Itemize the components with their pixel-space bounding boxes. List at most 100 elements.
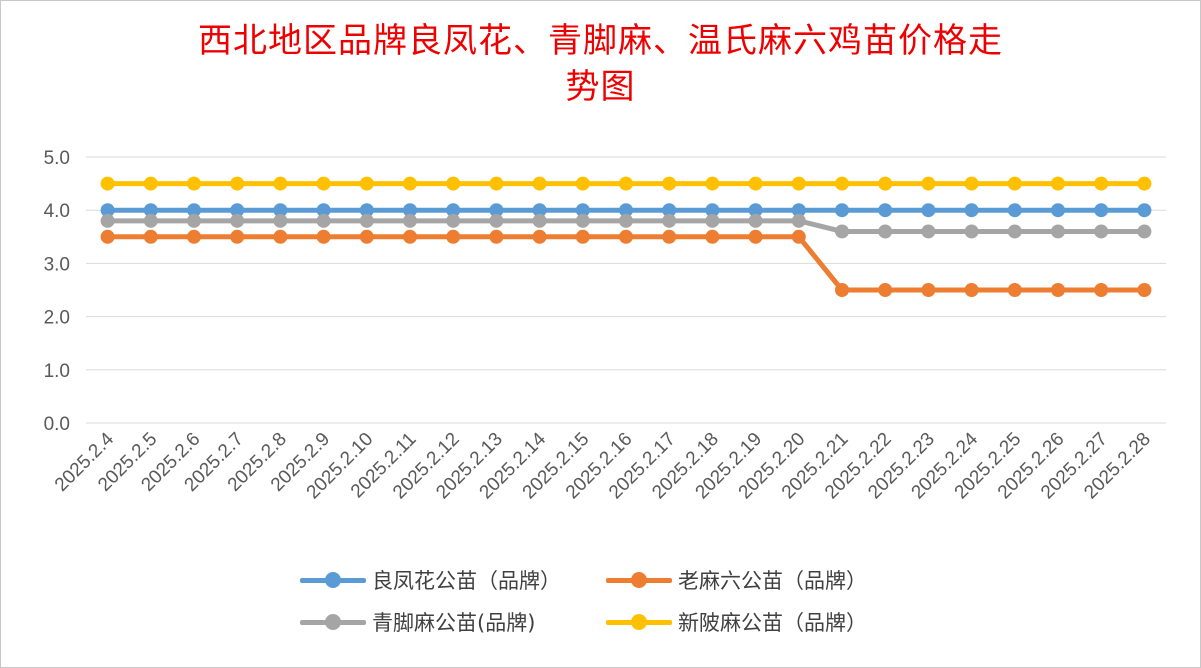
data-point [1051, 224, 1065, 239]
y-tick-label: 0.0 [44, 414, 70, 435]
data-point [575, 176, 590, 191]
legend-marker-series-1 [325, 572, 341, 588]
data-point [143, 176, 158, 191]
data-point [273, 176, 288, 191]
data-point [100, 229, 115, 244]
data-point [403, 176, 417, 191]
data-point [403, 203, 417, 218]
data-point [835, 203, 849, 218]
chart-title-line-2: 势图 [565, 67, 636, 107]
y-tick-label: 2.0 [44, 308, 70, 329]
data-point [143, 203, 158, 218]
data-point [964, 203, 979, 218]
data-point [1137, 176, 1152, 191]
series-2 [100, 229, 1152, 297]
chart-title: 西北地区品牌良凤花、青脚麻、温氏麻六鸡苗价格走 势图 [100, 18, 1101, 110]
data-point [187, 213, 201, 228]
data-point [359, 176, 374, 191]
data-point [921, 224, 936, 239]
legend-label-series-2: 老麻六公苗（品牌） [678, 569, 867, 593]
data-point [230, 203, 245, 218]
data-point [1094, 176, 1109, 191]
legend-label-series-3: 青脚麻公苗(品牌) [372, 611, 536, 635]
data-point [619, 213, 633, 228]
data-point [748, 176, 763, 191]
legend-swatch-series-2 [606, 562, 672, 598]
y-tick-label: 1.0 [44, 361, 70, 382]
legend-marker-series-4 [631, 614, 647, 630]
data-point [143, 213, 158, 228]
y-axis-ticks: 0.0 1.0 2.0 3.0 4.0 5.0 [44, 148, 70, 435]
data-point [662, 213, 677, 228]
data-point [705, 176, 720, 191]
data-point [878, 224, 893, 239]
data-point [619, 229, 633, 244]
data-point [748, 213, 763, 228]
series-3 [100, 213, 1152, 239]
data-point [1094, 283, 1109, 297]
legend-swatch-series-3 [300, 604, 366, 640]
legend-item-series-3[interactable]: 青脚麻公苗(品牌) [300, 604, 535, 640]
data-point [187, 176, 201, 191]
data-point [446, 229, 461, 244]
data-point [532, 229, 547, 244]
x-axis-ticks: 2025.2.42025.2.52025.2.62025.2.72025.2.8… [51, 428, 1155, 503]
data-point [273, 229, 288, 244]
data-point [705, 203, 720, 218]
legend-marker-series-3 [325, 614, 341, 630]
data-point [403, 229, 417, 244]
data-point [100, 213, 115, 228]
data-point [791, 213, 806, 228]
data-point [532, 213, 547, 228]
data-point [446, 203, 461, 218]
data-point [662, 176, 677, 191]
data-point [1051, 176, 1065, 191]
data-point [316, 203, 331, 218]
data-point [230, 229, 245, 244]
data-point [446, 213, 461, 228]
data-point [921, 203, 936, 218]
data-point [575, 213, 590, 228]
legend-item-series-4[interactable]: 新陂麻公苗（品牌） [606, 604, 867, 640]
data-point [187, 229, 201, 244]
data-point [1051, 283, 1065, 297]
data-point [316, 213, 331, 228]
data-point [575, 203, 590, 218]
data-point [403, 213, 417, 228]
data-point [619, 176, 633, 191]
data-point [489, 203, 504, 218]
data-point [1007, 203, 1022, 218]
data-point [662, 203, 677, 218]
data-point [835, 283, 849, 297]
data-point [1137, 283, 1152, 297]
data-point [316, 176, 331, 191]
data-point [921, 176, 936, 191]
y-tick-label: 4.0 [44, 201, 70, 222]
legend-swatch-series-1 [300, 562, 366, 598]
data-point [359, 213, 374, 228]
data-point [748, 203, 763, 218]
legend-item-series-1[interactable]: 良凤花公苗（品牌） [300, 562, 561, 598]
data-point [1007, 176, 1022, 191]
data-point [1051, 203, 1065, 218]
data-point [748, 229, 763, 244]
data-point [1137, 224, 1152, 239]
data-point [532, 203, 547, 218]
data-point [921, 283, 936, 297]
data-point [446, 176, 461, 191]
data-point [791, 203, 806, 218]
data-point [532, 176, 547, 191]
series-1 [100, 203, 1152, 218]
legend-swatch-series-4 [606, 604, 672, 640]
y-tick-label: 5.0 [44, 148, 70, 169]
data-point [273, 213, 288, 228]
data-point [575, 229, 590, 244]
data-point [1007, 224, 1022, 239]
data-point [878, 283, 893, 297]
data-point [187, 203, 201, 218]
legend-item-series-2[interactable]: 老麻六公苗（品牌） [606, 562, 867, 598]
data-point [835, 176, 849, 191]
data-point [791, 176, 806, 191]
series-4 [100, 176, 1152, 191]
